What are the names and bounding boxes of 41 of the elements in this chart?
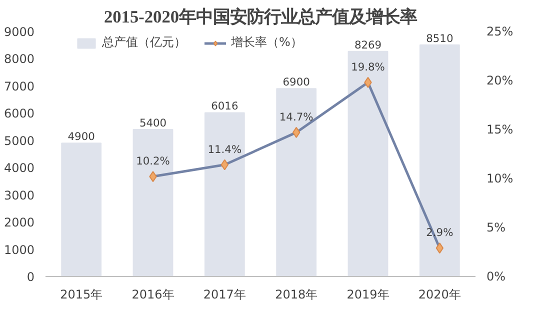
y2-tick-label: 0% bbox=[486, 270, 506, 284]
data-label: 6016 bbox=[211, 100, 238, 113]
bar bbox=[132, 129, 174, 276]
data-label: 14.7% bbox=[279, 110, 314, 124]
x-tick-label: 2020年 bbox=[418, 288, 461, 302]
y-tick-label: 2000 bbox=[4, 216, 35, 230]
y-tick-label: 4000 bbox=[4, 161, 35, 176]
x-tick-label: 2015年 bbox=[60, 288, 103, 302]
y-tick-label: 3000 bbox=[4, 188, 35, 202]
bar bbox=[204, 112, 245, 276]
bar bbox=[419, 44, 460, 276]
x-tick-label: 2017年 bbox=[203, 288, 246, 302]
data-label: 11.4% bbox=[208, 142, 242, 156]
y-tick-label: 7000 bbox=[4, 79, 35, 94]
chart-title: 2015-2020年中国安防行业总产值及增长率 bbox=[104, 8, 418, 26]
legend-label: 总产值（亿元） bbox=[102, 34, 186, 51]
y-tick-label: 0 bbox=[26, 270, 35, 284]
x-tick-label: 2019年 bbox=[346, 288, 390, 302]
x-tick-label: 2018年 bbox=[275, 288, 318, 302]
legend-label: 增长率（%） bbox=[231, 34, 302, 51]
y-tick-label: 8000 bbox=[4, 52, 35, 66]
bar bbox=[348, 50, 388, 276]
y2-tick-label: 10% bbox=[486, 172, 514, 186]
data-label: 8269 bbox=[354, 38, 382, 52]
data-label: 4900 bbox=[68, 130, 96, 144]
bar bbox=[276, 88, 317, 276]
y2-tick-label: 5% bbox=[486, 220, 506, 234]
y2-tick-label: 25% bbox=[486, 24, 514, 38]
data-label: 19.8% bbox=[351, 60, 385, 74]
y2-tick-label: 15% bbox=[486, 122, 514, 136]
x-tick-label: 2016年 bbox=[132, 288, 174, 302]
data-label: 8510 bbox=[426, 32, 454, 45]
y-tick-label: 1000 bbox=[4, 242, 35, 257]
bar bbox=[61, 142, 102, 276]
data-label: 6900 bbox=[282, 76, 310, 89]
y-tick-label: 6000 bbox=[4, 106, 35, 121]
data-label: 10.2% bbox=[136, 154, 170, 168]
y-tick-label: 5000 bbox=[4, 134, 35, 148]
data-label: 5400 bbox=[139, 116, 167, 130]
y-tick-label: 9000 bbox=[4, 25, 35, 39]
y2-tick-label: 20% bbox=[486, 74, 514, 88]
